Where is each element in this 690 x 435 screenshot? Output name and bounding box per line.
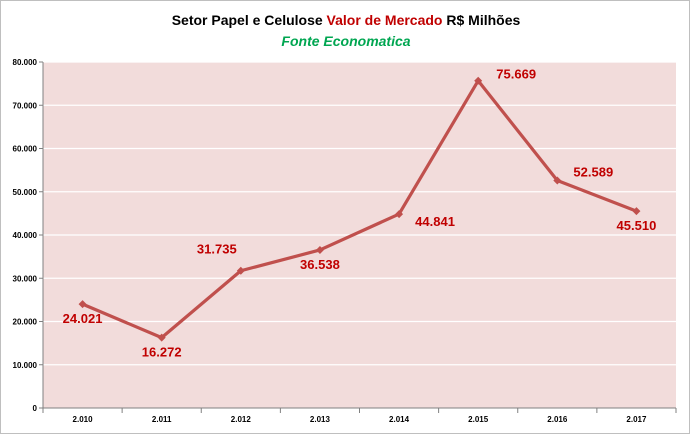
chart-title: Setor Papel e Celulose Valor de Mercado … [172,12,521,28]
x-tick-label: 2.012 [231,415,252,424]
x-tick-label: 2.015 [468,415,489,424]
data-label: 44.841 [415,214,455,229]
data-point-marker [553,176,562,185]
gridlines [43,61,676,366]
y-tick-label: 30.000 [13,274,38,283]
data-point-marker [315,245,324,254]
x-tick-label: 2.013 [310,415,331,424]
data-label: 52.589 [573,165,613,180]
y-tick-label: 40.000 [13,231,38,240]
title-part-1: Setor Papel e Celulose [172,12,327,28]
x-tick-label: 2.011 [152,415,172,424]
title-part-3: R$ Milhões [442,12,520,28]
data-label: 45.510 [617,218,657,233]
data-point-marker [474,76,483,85]
chart-subtitle: Fonte Economatica [281,33,410,49]
y-tick-label: 0 [33,404,38,413]
y-tick-label: 60.000 [13,145,38,154]
x-tick-label: 2.017 [626,415,647,424]
x-tick-label: 2.016 [547,415,568,424]
y-tick-label: 20.000 [13,318,38,327]
data-point-marker [632,207,641,216]
x-tick-label: 2.010 [73,415,94,424]
y-tick-label: 50.000 [13,188,38,197]
title-part-highlight: Valor de Mercado [327,12,443,28]
data-point-marker [78,300,87,309]
series-line [81,79,638,340]
data-label: 31.735 [197,242,237,257]
x-tick-label: 2.014 [389,415,410,424]
data-point-marker [157,333,166,342]
data-point-marker [395,210,404,219]
series-layer [78,76,641,342]
axes: 0 10.000 20.000 30.000 40.000 50.000 60.000 70.… [13,58,677,424]
y-tick-label: 70.000 [13,101,38,110]
data-label: 24.021 [63,311,103,326]
y-tick-label: 10.000 [13,361,38,370]
data-point-marker [236,266,245,275]
data-label: 75.669 [496,67,536,82]
data-label: 36.538 [300,257,340,272]
y-tick-label: 80.000 [13,58,38,67]
data-labels: 24.021 16.272 31.735 36.538 44.841 75.669 52.5… [63,67,657,360]
data-label: 16.272 [142,345,182,360]
